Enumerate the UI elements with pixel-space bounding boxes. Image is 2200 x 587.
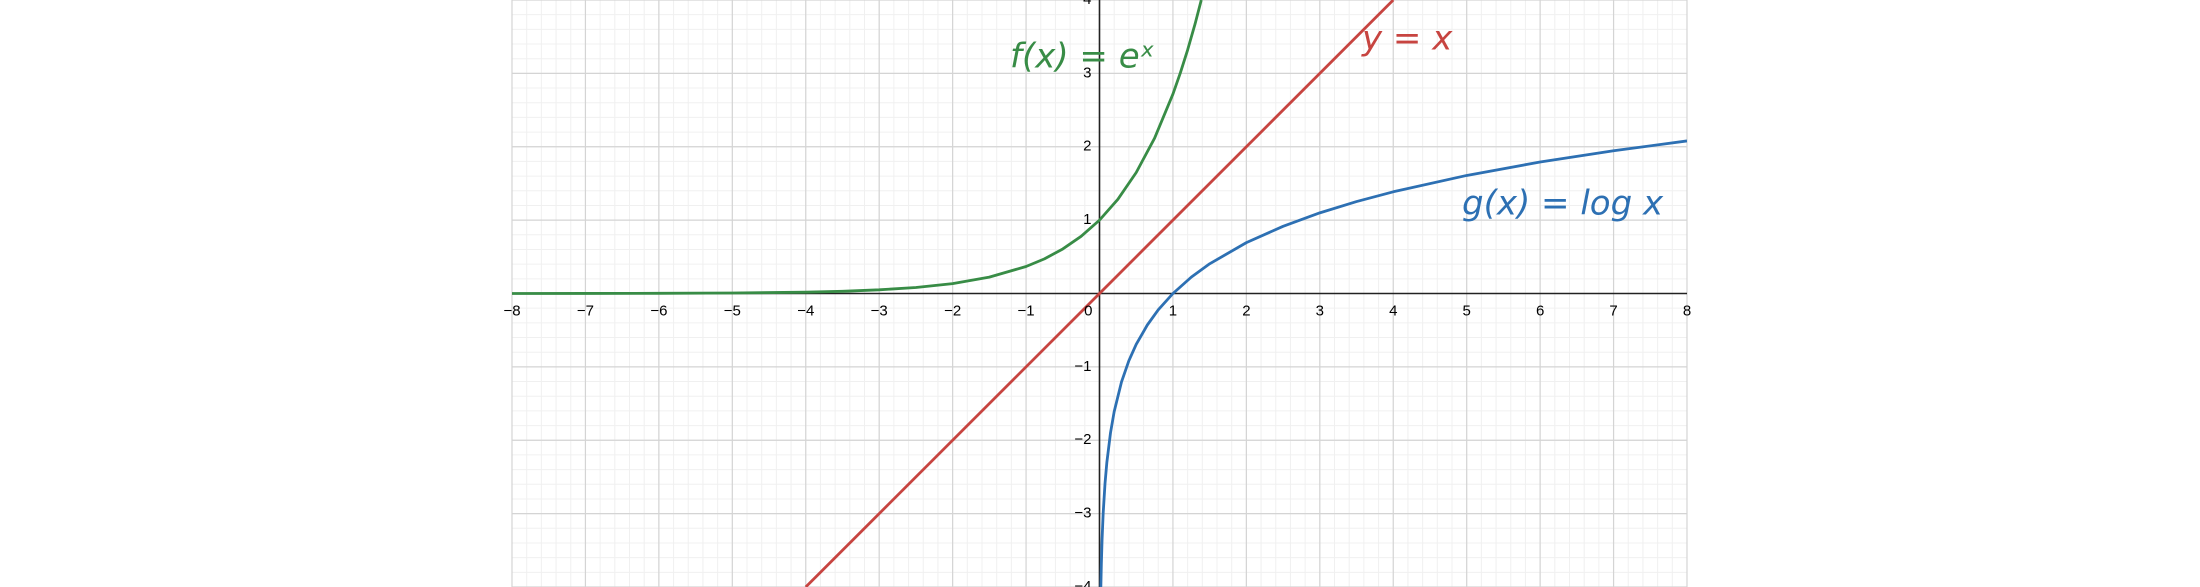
x-tick-label: −2 — [944, 302, 961, 319]
curve — [1099, 139, 1687, 587]
y-tick-label: 3 — [1083, 64, 1091, 81]
y-tick-label: −1 — [1074, 358, 1091, 375]
x-tick-label: 0 — [1084, 302, 1092, 319]
curve-label: f(x) = eˣ — [1010, 37, 1155, 77]
x-tick-label: −7 — [577, 302, 594, 319]
x-tick-label: −1 — [1018, 302, 1035, 319]
x-tick-label: 8 — [1683, 302, 1691, 319]
curves — [512, 0, 1687, 587]
x-tick-label: 3 — [1316, 302, 1324, 319]
y-tick-label: 2 — [1083, 138, 1091, 155]
y-tick-label: 4 — [1083, 0, 1091, 8]
x-tick-label: 4 — [1389, 302, 1397, 319]
x-tick-label: 1 — [1169, 302, 1177, 319]
x-tick-label: −3 — [871, 302, 888, 319]
x-tick-label: 7 — [1609, 302, 1617, 319]
curve-label: y = x — [1361, 19, 1453, 59]
y-tick-label: −4 — [1074, 578, 1091, 587]
y-tick-label: −3 — [1074, 505, 1091, 522]
x-tick-label: 5 — [1463, 302, 1471, 319]
curve — [804, 0, 1395, 587]
x-tick-label: −8 — [503, 302, 520, 319]
x-tick-label: −4 — [797, 302, 814, 319]
curve — [512, 0, 1203, 295]
curve-label: g(x) = log x — [1462, 184, 1664, 224]
y-tick-label: 1 — [1083, 211, 1091, 228]
x-tick-label: 6 — [1536, 302, 1544, 319]
y-tick-label: −2 — [1074, 431, 1091, 448]
x-tick-label: −5 — [724, 302, 741, 319]
x-tick-label: 2 — [1242, 302, 1250, 319]
x-tick-label: −6 — [650, 302, 667, 319]
labels: −8 −7 −6 −5 −4 −3 −2 −1 0 1 2 3 4 5 6 7 8 −4 −3 −2 −1 1 2 3 4 f(x… — [503, 0, 1691, 587]
